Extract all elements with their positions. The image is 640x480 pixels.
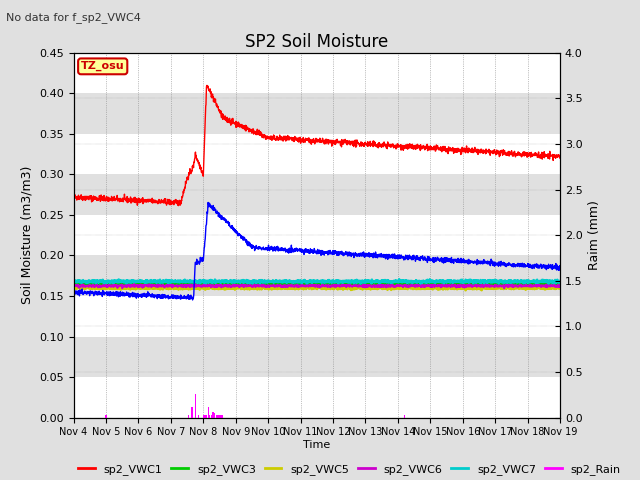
- Bar: [221, 415, 222, 418]
- Bar: [212, 412, 214, 418]
- Bar: [198, 415, 199, 418]
- Bar: [404, 415, 405, 418]
- Bar: [222, 415, 223, 418]
- Bar: [74, 53, 560, 93]
- Bar: [203, 415, 204, 418]
- Bar: [74, 174, 560, 215]
- Bar: [74, 215, 560, 255]
- Bar: [204, 415, 205, 418]
- Bar: [216, 415, 217, 418]
- Bar: [74, 255, 560, 296]
- Y-axis label: Raim (mm): Raim (mm): [588, 200, 601, 270]
- Bar: [206, 415, 207, 418]
- Legend: sp2_VWC1, sp2_VWC2, sp2_VWC3, sp2_VWC5, sp2_VWC6, sp2_VWC7, sp2_Rain: sp2_VWC1, sp2_VWC2, sp2_VWC3, sp2_VWC5, …: [74, 459, 625, 480]
- Bar: [207, 407, 209, 418]
- X-axis label: Time: Time: [303, 440, 330, 450]
- Bar: [211, 415, 212, 418]
- Bar: [188, 415, 189, 418]
- Text: No data for f_sp2_VWC4: No data for f_sp2_VWC4: [6, 12, 141, 23]
- Bar: [191, 407, 193, 418]
- Bar: [209, 415, 211, 418]
- Bar: [74, 377, 560, 418]
- Bar: [74, 93, 560, 134]
- Bar: [74, 296, 560, 336]
- Bar: [195, 394, 196, 418]
- Bar: [219, 415, 220, 418]
- Bar: [74, 134, 560, 174]
- Title: SP2 Soil Moisture: SP2 Soil Moisture: [245, 33, 388, 51]
- Text: TZ_osu: TZ_osu: [81, 61, 125, 72]
- Y-axis label: Soil Moisture (m3/m3): Soil Moisture (m3/m3): [20, 166, 33, 304]
- Bar: [217, 415, 218, 418]
- Bar: [106, 415, 107, 418]
- Bar: [74, 336, 560, 377]
- Bar: [214, 413, 215, 418]
